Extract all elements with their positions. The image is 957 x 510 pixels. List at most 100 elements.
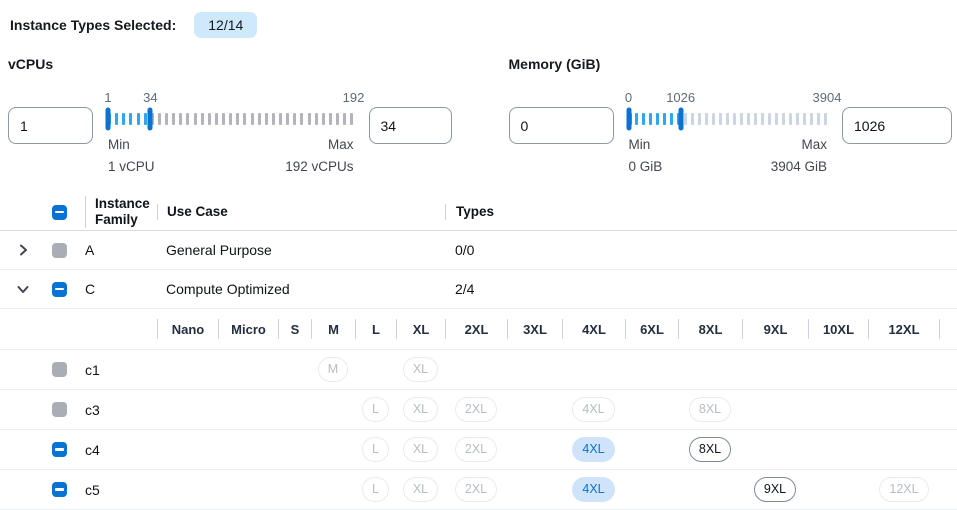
slider-tick bbox=[712, 113, 716, 125]
row-checkbox bbox=[52, 362, 67, 378]
size-cell bbox=[808, 430, 868, 470]
slider-tick bbox=[746, 113, 750, 125]
slider-tick bbox=[236, 113, 240, 125]
slider-tick bbox=[286, 113, 290, 125]
size-column-header-nano: Nano bbox=[157, 319, 218, 340]
types-count: 2/4 bbox=[455, 281, 475, 298]
collapse-chevron-icon[interactable] bbox=[16, 282, 30, 296]
size-cell bbox=[507, 470, 562, 510]
size-badge-4xl: 4XL bbox=[572, 397, 615, 423]
slider-handle-lower[interactable] bbox=[105, 107, 111, 131]
vcpus-slider-labels: 1 34 192 bbox=[104, 90, 364, 107]
row-checkbox[interactable] bbox=[52, 482, 67, 498]
size-column-header-3xl: 3XL bbox=[507, 319, 562, 340]
column-header-instance-family: Instance Family bbox=[85, 196, 157, 229]
slider-tick bbox=[328, 113, 332, 125]
vcpus-min-input[interactable] bbox=[8, 107, 93, 144]
vcpus-filter: vCPUs 1 34 192 Min 1 vCPU Max 192 vCPUs bbox=[8, 56, 452, 177]
slider-tick bbox=[788, 113, 792, 125]
size-columns-header: Nano Micro S M L XL 2XL 3XL 4XL 6XL 8XL 9XL 10XL 12XL bbox=[0, 309, 957, 351]
slider-label-upper: 1026 bbox=[666, 90, 696, 105]
instance-type-name: c1 bbox=[85, 361, 100, 378]
slider-tick bbox=[200, 113, 204, 125]
size-cell bbox=[157, 470, 218, 510]
size-cell bbox=[278, 390, 311, 430]
slider-tick bbox=[635, 113, 639, 125]
size-badge-9xl[interactable]: 9XL bbox=[753, 477, 797, 503]
size-cell bbox=[157, 350, 218, 390]
select-all-checkbox[interactable] bbox=[52, 204, 67, 220]
family-row-c: C Compute Optimized 2/4 bbox=[0, 270, 957, 310]
size-cell: 9XL bbox=[742, 470, 808, 510]
size-column-header-s: S bbox=[278, 319, 311, 340]
row-checkbox bbox=[52, 402, 67, 418]
slider-tick bbox=[143, 113, 147, 125]
size-badge-l: L bbox=[362, 437, 389, 463]
slider-tick bbox=[222, 113, 225, 125]
size-cell bbox=[625, 430, 678, 470]
selected-count-badge: 12/14 bbox=[194, 12, 258, 38]
column-header-use-case: Use Case bbox=[157, 204, 445, 221]
use-case: General Purpose bbox=[166, 242, 272, 259]
slider-tick bbox=[740, 113, 743, 125]
memory-slider-minmax: Min 0 GiB Max 3904 GiB bbox=[629, 134, 828, 177]
size-cell bbox=[311, 390, 355, 430]
slider-handle-upper[interactable] bbox=[147, 107, 153, 131]
size-cell: 2XL bbox=[445, 470, 507, 510]
slider-tick bbox=[774, 113, 778, 125]
size-cell bbox=[278, 470, 311, 510]
slider-handle-lower[interactable] bbox=[626, 107, 631, 131]
slider-tick bbox=[264, 113, 268, 125]
size-cell bbox=[355, 350, 396, 390]
memory-min-title: Min bbox=[628, 137, 651, 152]
vcpus-slider[interactable]: 1 34 192 Min 1 vCPU Max 192 vCPUs bbox=[104, 90, 364, 177]
slider-handle-upper[interactable] bbox=[678, 107, 684, 131]
size-badge-12xl: 12XL bbox=[879, 477, 929, 503]
memory-slider-track[interactable] bbox=[626, 107, 828, 131]
size-cell bbox=[625, 390, 678, 430]
size-column-header-2xl: 2XL bbox=[445, 319, 507, 340]
memory-slider[interactable]: 0 1026 3904 Min 0 GiB Max 3904 GiB bbox=[625, 90, 842, 177]
size-cell bbox=[278, 350, 311, 390]
size-cell bbox=[157, 430, 218, 470]
size-badge-4xl[interactable]: 4XL bbox=[572, 437, 615, 463]
slider-tick bbox=[684, 113, 688, 125]
expand-chevron-icon[interactable] bbox=[16, 243, 30, 257]
vcpus-slider-track[interactable] bbox=[105, 107, 354, 131]
slider-label-max: 3904 bbox=[812, 90, 842, 105]
slider-tick bbox=[300, 113, 304, 125]
instance-type-row-c5: c5 L XL 2XL 4XL 9XL 12XL bbox=[0, 470, 957, 510]
vcpus-max-caption: 192 vCPUs bbox=[285, 158, 354, 174]
size-column-header-10xl: 10XL bbox=[808, 319, 868, 340]
slider-tick bbox=[733, 113, 737, 125]
slider-tick bbox=[250, 113, 254, 125]
size-cell: XL bbox=[396, 470, 445, 510]
size-badge-xl: XL bbox=[402, 437, 439, 463]
selected-count-bar: Instance Types Selected: 12/14 bbox=[0, 0, 957, 40]
size-badge-2xl: 2XL bbox=[454, 437, 498, 463]
instance-type-name: c5 bbox=[85, 481, 100, 498]
row-checkbox[interactable] bbox=[52, 442, 67, 458]
slider-tick bbox=[122, 113, 126, 125]
size-cell bbox=[278, 430, 311, 470]
slider-tick bbox=[760, 113, 764, 125]
slider-tick bbox=[157, 113, 161, 125]
size-cell: 4XL bbox=[562, 390, 625, 430]
types-count: 0/0 bbox=[455, 242, 475, 259]
size-column-header-12xl: 12XL bbox=[868, 319, 940, 340]
memory-min-input[interactable] bbox=[508, 107, 614, 144]
size-badge-4xl[interactable]: 4XL bbox=[572, 477, 615, 503]
size-cell bbox=[868, 390, 940, 430]
vcpus-max-input[interactable] bbox=[368, 107, 452, 144]
size-cell: L bbox=[355, 470, 396, 510]
row-checkbox[interactable] bbox=[52, 281, 67, 297]
vcpus-slider-minmax: Min 1 vCPU Max 192 vCPUs bbox=[108, 134, 354, 177]
slider-tick bbox=[350, 113, 354, 125]
slider-tick bbox=[115, 113, 119, 125]
size-badge-8xl[interactable]: 8XL bbox=[688, 437, 732, 463]
slider-tick bbox=[698, 113, 702, 125]
memory-max-input[interactable] bbox=[842, 107, 952, 144]
size-badge-l: L bbox=[362, 477, 389, 503]
slider-tick bbox=[656, 113, 660, 125]
slider-tick bbox=[726, 113, 730, 125]
